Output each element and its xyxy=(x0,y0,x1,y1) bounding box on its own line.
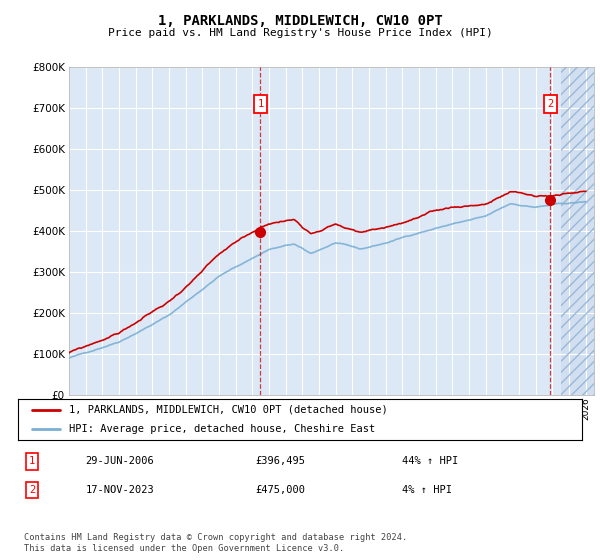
Text: 1, PARKLANDS, MIDDLEWICH, CW10 0PT (detached house): 1, PARKLANDS, MIDDLEWICH, CW10 0PT (deta… xyxy=(69,405,388,415)
Text: 1: 1 xyxy=(29,456,35,466)
Bar xyxy=(560,67,594,395)
Text: £475,000: £475,000 xyxy=(255,485,305,495)
Text: 17-NOV-2023: 17-NOV-2023 xyxy=(86,485,154,495)
Text: 4% ↑ HPI: 4% ↑ HPI xyxy=(401,485,452,495)
Text: 1, PARKLANDS, MIDDLEWICH, CW10 0PT: 1, PARKLANDS, MIDDLEWICH, CW10 0PT xyxy=(158,14,442,28)
Text: Price paid vs. HM Land Registry's House Price Index (HPI): Price paid vs. HM Land Registry's House … xyxy=(107,28,493,38)
Text: 44% ↑ HPI: 44% ↑ HPI xyxy=(401,456,458,466)
Text: 1: 1 xyxy=(257,99,263,109)
Text: 2: 2 xyxy=(29,485,35,495)
Bar xyxy=(560,67,594,395)
Text: HPI: Average price, detached house, Cheshire East: HPI: Average price, detached house, Ches… xyxy=(69,423,375,433)
Text: Contains HM Land Registry data © Crown copyright and database right 2024.
This d: Contains HM Land Registry data © Crown c… xyxy=(24,533,407,553)
Text: 2: 2 xyxy=(547,99,553,109)
Text: 29-JUN-2006: 29-JUN-2006 xyxy=(86,456,154,466)
Text: £396,495: £396,495 xyxy=(255,456,305,466)
